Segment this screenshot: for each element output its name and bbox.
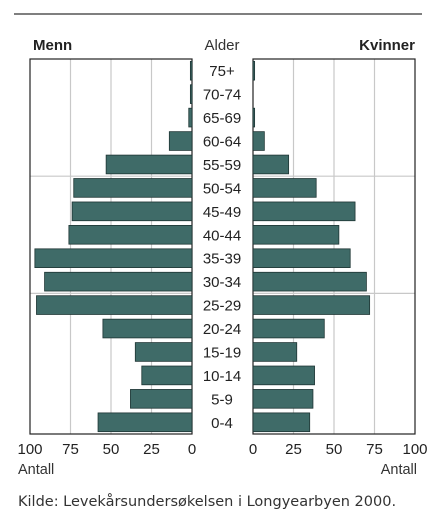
women-bar <box>252 412 311 433</box>
age-group-label: 20-24 <box>203 321 241 338</box>
age-group-label: 0-4 <box>211 415 233 432</box>
age-group-label: 45-49 <box>203 204 241 221</box>
right-axis-tick-label: 25 <box>285 441 302 458</box>
men-bar <box>189 84 193 104</box>
age-group-label: 35-39 <box>203 251 241 268</box>
bars-layer <box>34 60 371 433</box>
men-bar <box>73 178 193 198</box>
men-bar <box>34 248 193 268</box>
right-axis-tick-label: 75 <box>366 441 383 458</box>
age-group-label: 25-29 <box>203 298 241 315</box>
women-bar <box>252 318 325 339</box>
right-axis-tick-label: 50 <box>326 441 343 458</box>
men-bar <box>168 131 193 151</box>
age-group-label: 60-64 <box>203 134 241 151</box>
age-group-label: 65-69 <box>203 110 241 127</box>
women-bar <box>252 295 371 315</box>
women-bar <box>252 107 256 128</box>
age-group-label: 75+ <box>209 63 235 80</box>
men-bar <box>36 295 193 315</box>
source-note: Kilde: Levekårsundersøkelsen i Longyearb… <box>18 494 397 510</box>
women-bar <box>252 154 290 175</box>
age-header: Alder <box>204 37 239 54</box>
age-group-label: 10-14 <box>203 368 241 385</box>
women-bar <box>252 248 351 268</box>
women-bar <box>252 60 256 81</box>
women-bar <box>252 271 367 292</box>
men-plot-area <box>29 58 193 435</box>
men-bar <box>188 107 193 128</box>
age-group-label: 40-44 <box>203 227 241 244</box>
men-bar <box>141 365 193 386</box>
women-plot-frame <box>252 58 416 435</box>
women-bar <box>252 131 265 151</box>
men-bar <box>130 389 193 409</box>
men-bar <box>71 201 193 222</box>
age-group-label: 50-54 <box>203 180 241 197</box>
women-bar <box>252 342 298 362</box>
women-bar <box>252 225 340 245</box>
men-bar <box>44 271 193 292</box>
women-plot-area <box>252 58 416 435</box>
age-group-label: 55-59 <box>203 157 241 174</box>
age-group-label: 30-34 <box>203 274 241 291</box>
women-bar <box>252 365 315 386</box>
women-bar <box>252 389 314 409</box>
left-axis-tick-label: 25 <box>143 441 160 458</box>
men-header: Menn <box>33 37 72 54</box>
men-bar <box>97 412 193 433</box>
age-group-label: 70-74 <box>203 87 241 104</box>
women-bar <box>252 201 356 222</box>
men-bar <box>105 154 193 175</box>
right-axis-tick-label: 100 <box>402 441 427 458</box>
women-header: Kvinner <box>359 37 415 54</box>
labels-layer: 75+ 70-74 65-69 60-64 55-59 50-54 45-49 40-44 35… <box>17 63 427 458</box>
age-group-label: 5-9 <box>211 391 233 408</box>
men-bar <box>102 318 193 339</box>
left-axis-tick-label: 0 <box>188 441 196 458</box>
right-axis-label: Antall <box>381 462 417 478</box>
left-axis-label: Antall <box>18 462 54 478</box>
men-bar <box>189 60 193 81</box>
left-axis-tick-label: 75 <box>62 441 79 458</box>
left-axis-tick-label: 50 <box>103 441 120 458</box>
left-axis-tick-label: 100 <box>17 441 42 458</box>
right-axis-tick-label: 0 <box>249 441 257 458</box>
women-bar <box>252 178 317 198</box>
men-bar <box>134 342 193 362</box>
men-plot-frame <box>29 58 193 435</box>
age-group-label: 15-19 <box>203 344 241 361</box>
men-bar <box>68 225 193 245</box>
